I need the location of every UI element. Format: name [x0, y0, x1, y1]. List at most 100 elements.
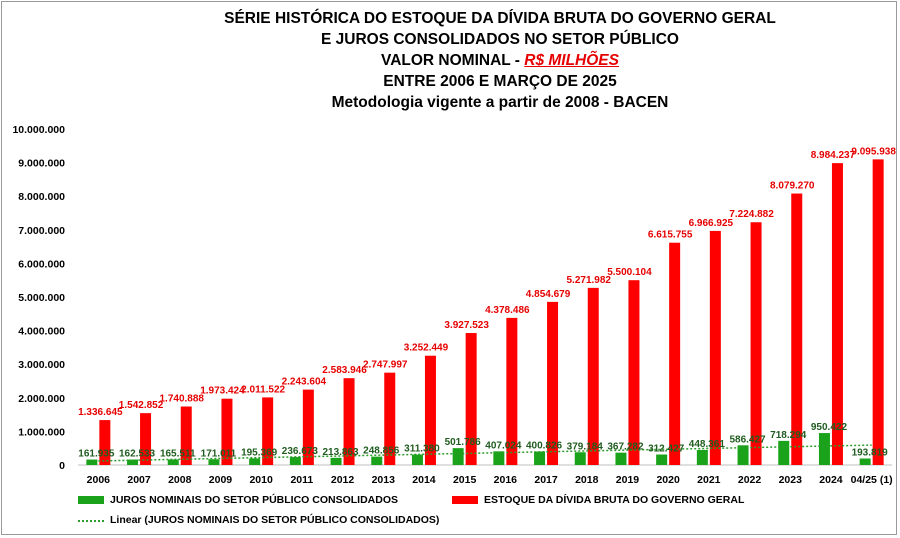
data-label-estoque: 1.542.852	[119, 400, 164, 411]
bar-estoque	[384, 372, 396, 465]
bar-juros	[818, 433, 830, 465]
data-label-juros: 213.863	[322, 447, 359, 458]
chart-title-unit: R$ MILHÕES	[524, 52, 619, 69]
bar-estoque	[343, 378, 355, 465]
data-label-juros: 367.282	[607, 442, 644, 453]
x-tick-label: 2012	[331, 474, 355, 486]
data-label-estoque: 1.740.888	[160, 394, 205, 405]
bar-juros	[330, 457, 342, 465]
bar-estoque	[140, 413, 152, 465]
bar-estoque	[750, 222, 762, 465]
x-tick-label: 2011	[290, 474, 313, 486]
y-tick-label: 9.000.000	[18, 158, 65, 170]
chart-title-line-5: Metodologia vigente a partir de 2008 - B…	[331, 94, 669, 111]
x-tick-label: 2018	[575, 474, 599, 486]
x-tick-label: 2008	[168, 474, 192, 486]
data-label-juros: 248.856	[363, 446, 400, 457]
data-label-estoque: 5.271.982	[567, 275, 612, 286]
x-tick-label: 2007	[127, 474, 151, 486]
data-label-juros: 718.294	[770, 430, 807, 441]
data-label-estoque: 6.966.925	[689, 218, 734, 229]
bar-juros	[249, 458, 261, 465]
data-label-estoque: 3.252.449	[404, 343, 449, 354]
data-label-estoque: 6.615.755	[648, 230, 693, 241]
legend-label-juros: JUROS NOMINAIS DO SETOR PÚBLICO CONSOLID…	[110, 494, 398, 506]
data-label-estoque: 2.243.604	[282, 377, 327, 388]
x-tick-label: 2020	[656, 474, 680, 486]
y-tick-label: 6.000.000	[18, 258, 65, 270]
bar-estoque	[831, 163, 843, 465]
x-tick-label: 2019	[616, 474, 640, 486]
data-label-juros: 501.786	[445, 437, 482, 448]
legend-swatch-juros	[78, 496, 104, 504]
data-label-juros: 407.024	[485, 440, 522, 451]
data-label-estoque: 2.583.946	[322, 365, 367, 376]
bar-estoque	[424, 355, 436, 465]
chart-title-line-3: VALOR NOMINAL - R$ MILHÕES	[170, 52, 830, 70]
x-tick-label: 2010	[249, 474, 273, 486]
y-tick-label: 0	[59, 460, 65, 472]
bar-estoque	[221, 398, 233, 465]
data-label-estoque: 4.854.679	[526, 289, 571, 300]
bar-estoque	[628, 280, 640, 465]
bar-juros	[615, 452, 627, 465]
x-tick-label: 2023	[779, 474, 803, 486]
x-tick-label: 2016	[494, 474, 518, 486]
legend-label-linear: Linear (JUROS NOMINAIS DO SETOR PÚBLICO …	[110, 514, 440, 526]
bar-juros	[86, 459, 98, 465]
data-label-juros: 193.819	[852, 447, 889, 458]
bar-estoque	[547, 301, 559, 465]
data-label-juros: 379.184	[567, 441, 604, 452]
data-label-juros: 236.673	[282, 446, 319, 457]
x-tick-label: 2013	[372, 474, 396, 486]
x-tick-label: 2006	[87, 474, 111, 486]
x-tick-label: 2015	[453, 474, 477, 486]
bar-juros	[859, 458, 871, 465]
bar-estoque	[99, 420, 111, 465]
chart-title-line-1: SÉRIE HISTÓRICA DO ESTOQUE DA DÍVIDA BRU…	[224, 10, 776, 27]
y-tick-label: 10.000.000	[12, 124, 65, 136]
data-label-estoque: 2.011.522	[241, 384, 285, 395]
data-label-estoque: 5.500.104	[607, 267, 652, 278]
bar-estoque	[709, 230, 721, 465]
bar-estoque	[262, 397, 274, 465]
data-label-juros: 586.427	[729, 434, 766, 445]
legend-swatch-estoque	[452, 496, 478, 504]
data-label-juros: 448.361	[689, 439, 726, 450]
chart-title-line-4: ENTRE 2006 E MARÇO DE 2025	[383, 73, 617, 90]
data-label-estoque: 1.336.645	[78, 407, 123, 418]
data-label-juros: 950.422	[811, 422, 848, 433]
data-label-juros: 400.826	[526, 441, 563, 452]
trendline-juros	[98, 444, 872, 462]
bar-juros	[371, 456, 383, 465]
x-tick-label: 2014	[412, 474, 436, 486]
x-tick-label: 2009	[209, 474, 233, 486]
bar-juros	[696, 449, 708, 465]
bar-estoque	[872, 159, 884, 466]
bar-juros	[656, 454, 668, 465]
data-label-estoque: 2.747.997	[363, 360, 408, 371]
x-tick-label: 2021	[697, 474, 721, 486]
data-label-estoque: 8.079.270	[770, 181, 815, 192]
bar-juros	[534, 451, 546, 465]
bar-juros	[289, 457, 301, 465]
data-label-juros: 171.011	[201, 448, 237, 459]
bar-juros	[452, 448, 464, 465]
bar-juros	[127, 459, 139, 465]
bar-estoque	[465, 333, 477, 465]
y-tick-label: 1.000.000	[18, 426, 65, 438]
y-tick-label: 4.000.000	[18, 326, 65, 338]
data-label-estoque: 1.973.424	[200, 386, 245, 397]
chart-title-prefix: VALOR NOMINAL -	[381, 52, 525, 69]
bar-estoque	[587, 287, 599, 465]
y-tick-label: 2.000.000	[18, 393, 65, 405]
bar-juros	[167, 459, 179, 465]
data-label-estoque: 8.984.237	[811, 150, 856, 161]
x-tick-label: 2024	[819, 474, 843, 486]
data-label-juros: 162.533	[119, 449, 156, 460]
y-tick-label: 3.000.000	[18, 359, 65, 371]
bar-estoque	[302, 389, 314, 465]
data-label-juros: 161.935	[78, 449, 115, 460]
chart-title-line-2: E JUROS CONSOLIDADOS NO SETOR PÚBLICO	[321, 31, 679, 48]
